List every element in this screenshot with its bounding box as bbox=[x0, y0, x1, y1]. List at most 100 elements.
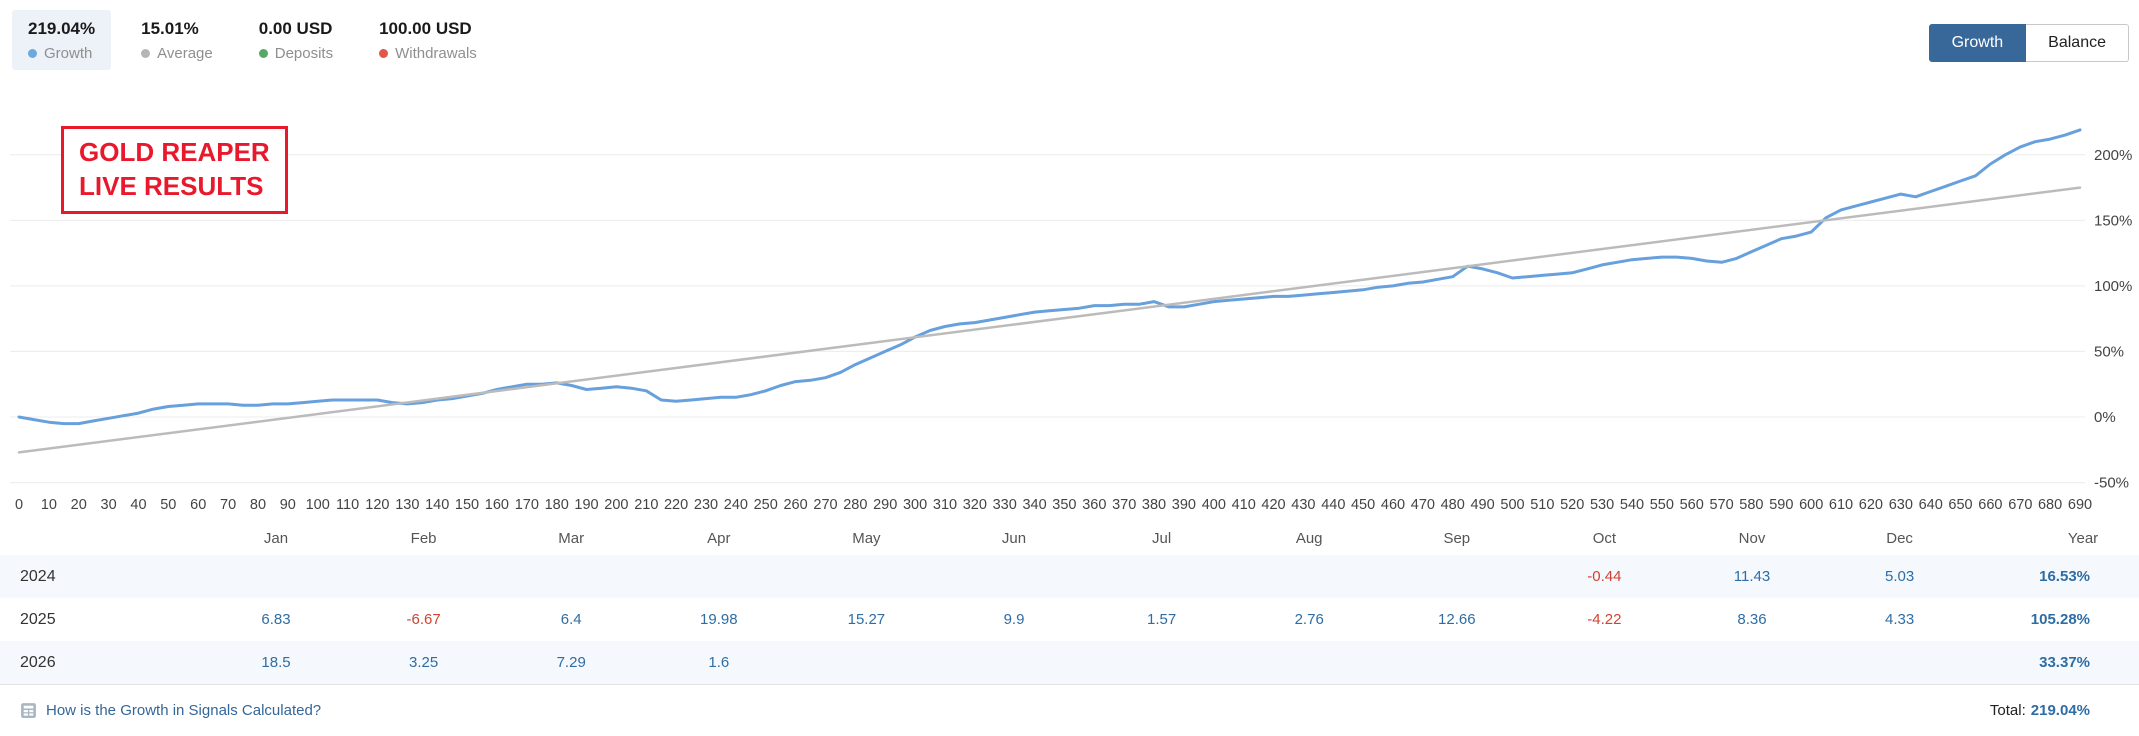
x-axis-label: 590 bbox=[1769, 497, 1793, 513]
x-axis-label: 240 bbox=[724, 497, 748, 513]
average-dot-icon bbox=[141, 49, 151, 58]
x-axis-label: 270 bbox=[813, 497, 837, 513]
x-axis-label: 60 bbox=[190, 497, 206, 513]
y-axis-label: 200% bbox=[2094, 147, 2132, 164]
y-axis-label: 100% bbox=[2094, 278, 2132, 295]
x-axis-label: 20 bbox=[71, 497, 87, 513]
average-label: Average bbox=[157, 45, 213, 62]
x-axis-label: 360 bbox=[1082, 497, 1106, 513]
growth-calculation-help-link[interactable]: How is the Growth in Signals Calculated? bbox=[46, 702, 322, 719]
x-axis-label: 470 bbox=[1411, 497, 1435, 513]
x-axis-label: 230 bbox=[694, 497, 718, 513]
x-axis-label: 410 bbox=[1232, 497, 1256, 513]
x-axis-label: 390 bbox=[1172, 497, 1196, 513]
tab-balance[interactable]: Balance bbox=[2026, 24, 2129, 62]
y-axis-label: 150% bbox=[2094, 212, 2132, 229]
x-axis-label: 130 bbox=[395, 497, 419, 513]
x-axis-label: 480 bbox=[1441, 497, 1465, 513]
x-axis-label: 100 bbox=[306, 497, 330, 513]
month-value: 4.33 bbox=[1884, 611, 1915, 628]
x-axis-label: 340 bbox=[1022, 497, 1046, 513]
x-axis-label: 70 bbox=[220, 497, 236, 513]
x-axis-label: 490 bbox=[1470, 497, 1494, 513]
month-label: Nov bbox=[1738, 530, 1766, 547]
x-axis-label: 220 bbox=[664, 497, 688, 513]
y-axis-label: -50% bbox=[2094, 475, 2129, 492]
x-axis-label: 90 bbox=[280, 497, 296, 513]
x-axis-label: 300 bbox=[903, 497, 927, 513]
month-label: Jan bbox=[263, 530, 289, 547]
row-year-label: 2025 bbox=[20, 611, 56, 628]
x-axis-label: 560 bbox=[1680, 497, 1704, 513]
month-value: 19.98 bbox=[700, 611, 738, 628]
month-value: -4.22 bbox=[1587, 611, 1622, 628]
x-axis-label: 510 bbox=[1530, 497, 1554, 513]
stat-deposits[interactable]: 0.00 USD Deposits bbox=[243, 10, 349, 70]
x-axis-label: 530 bbox=[1590, 497, 1614, 513]
tab-growth[interactable]: Growth bbox=[1928, 24, 2027, 62]
x-axis-label: 370 bbox=[1112, 497, 1136, 513]
table-row: 2024 -0.44 11.43 5.03 16.53% bbox=[0, 555, 2139, 598]
year-total: 16.53% bbox=[2039, 568, 2090, 585]
x-axis-label: 450 bbox=[1351, 497, 1375, 513]
month-value: 3.25 bbox=[408, 654, 439, 671]
x-axis-label: 540 bbox=[1620, 497, 1644, 513]
x-axis-label: 400 bbox=[1202, 497, 1226, 513]
month-label: Jul bbox=[1152, 530, 1172, 547]
x-axis-label: 140 bbox=[425, 497, 449, 513]
total-line: Total: 219.04% bbox=[1990, 702, 2090, 719]
growth-line bbox=[17, 128, 2082, 426]
x-axis-label: 310 bbox=[933, 497, 957, 513]
month-label: Feb bbox=[410, 530, 437, 547]
x-axis-label: 440 bbox=[1321, 497, 1345, 513]
x-axis-label: 250 bbox=[754, 497, 778, 513]
stat-average[interactable]: 15.01% Average bbox=[125, 10, 229, 70]
x-axis-label: 180 bbox=[545, 497, 569, 513]
x-axis-label: 630 bbox=[1889, 497, 1913, 513]
x-axis-label: 280 bbox=[843, 497, 867, 513]
x-axis-label: 50 bbox=[160, 497, 176, 513]
year-total: 33.37% bbox=[2039, 654, 2090, 671]
x-axis-label: 500 bbox=[1500, 497, 1524, 513]
x-axis-label: 380 bbox=[1142, 497, 1166, 513]
month-value: -0.44 bbox=[1587, 568, 1622, 585]
month-value: 18.5 bbox=[261, 654, 291, 671]
trend-line bbox=[17, 186, 2082, 454]
x-axis-label: 550 bbox=[1650, 497, 1674, 513]
stat-withdrawals[interactable]: 100.00 USD Withdrawals bbox=[363, 10, 493, 70]
x-axis-label: 650 bbox=[1948, 497, 1972, 513]
deposits-label: Deposits bbox=[274, 45, 334, 62]
x-axis-label: 0 bbox=[15, 497, 23, 513]
months-header-row: Year Jan Feb Mar Apr May Jun Jul Aug Sep Oct Nov De… bbox=[0, 525, 2139, 555]
growth-label: Growth bbox=[44, 45, 93, 62]
x-axis-label: 640 bbox=[1919, 497, 1943, 513]
x-axis-label: 30 bbox=[101, 497, 117, 513]
month-value: 11.43 bbox=[1733, 568, 1771, 585]
year-total: 105.28% bbox=[2030, 611, 2090, 628]
withdrawals-value: 100.00 USD bbox=[379, 19, 472, 38]
footer: How is the Growth in Signals Calculated?… bbox=[0, 684, 2139, 736]
x-axis-label: 350 bbox=[1052, 497, 1076, 513]
growth-chart: -50% 0% 50% 100% 150% 200% 0 10 20 30 40 50 60 70 80 90… bbox=[10, 128, 2132, 513]
x-axis-label: 570 bbox=[1709, 497, 1733, 513]
x-axis-label: 660 bbox=[1978, 497, 2002, 513]
month-value: 5.03 bbox=[1884, 568, 1915, 585]
deposits-dot-icon bbox=[258, 49, 268, 58]
month-label: May bbox=[852, 530, 881, 547]
x-axis-label: 260 bbox=[783, 497, 807, 513]
month-label: Aug bbox=[1295, 530, 1323, 547]
x-axis-label: 210 bbox=[634, 497, 658, 513]
year-column-label: Year bbox=[2067, 530, 2099, 547]
month-label: Mar bbox=[558, 530, 585, 547]
row-year-label: 2026 bbox=[20, 654, 56, 671]
x-axis-label: 170 bbox=[515, 497, 539, 513]
x-axis-label: 620 bbox=[1859, 497, 1883, 513]
x-axis-label: 690 bbox=[2068, 497, 2092, 513]
x-axis-label: 600 bbox=[1799, 497, 1823, 513]
growth-value: 219.04% bbox=[28, 19, 96, 38]
month-label: Apr bbox=[707, 530, 731, 547]
stat-growth[interactable]: 219.04% Growth bbox=[12, 10, 112, 70]
table-row: 2025 6.83 -6.67 6.4 19.98 15.27 9.9 1.57 2.76 12.… bbox=[0, 598, 2139, 641]
x-axis-label: 80 bbox=[250, 497, 266, 513]
withdrawals-label: Withdrawals bbox=[395, 45, 477, 62]
